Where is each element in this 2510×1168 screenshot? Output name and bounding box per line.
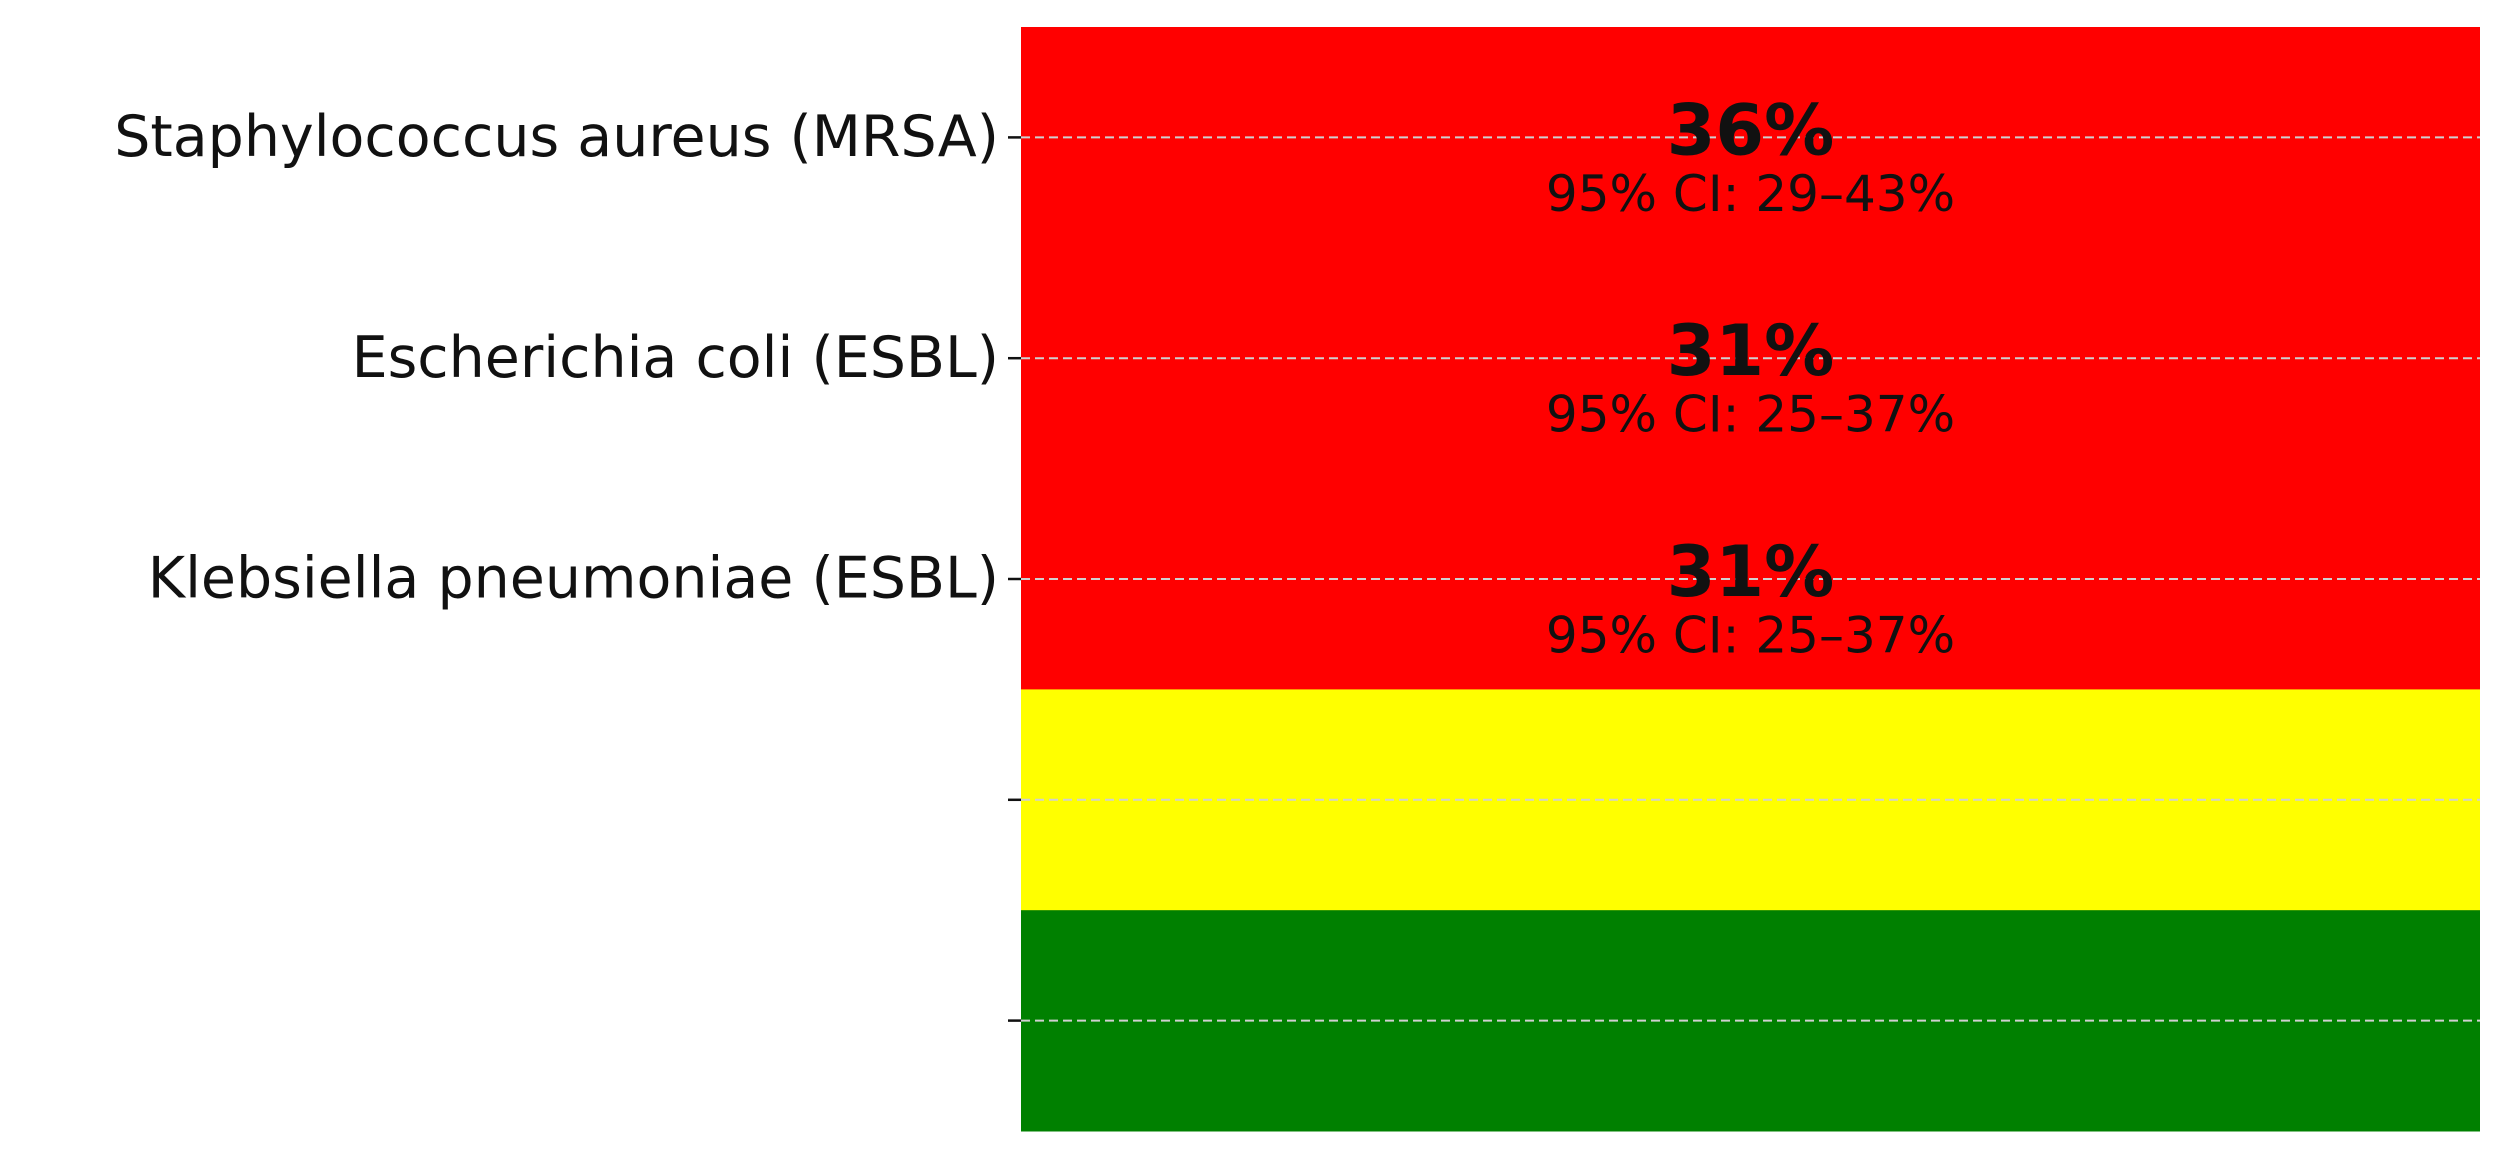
value-label: 31% — [1667, 310, 1835, 392]
y-tick-label: Staphylococcus aureus (MRSA) — [114, 104, 999, 170]
y-tick-label: Klebsiella pneumoniae (ESBL) — [148, 546, 999, 612]
y-tick-label: Escherichia coli (ESBL) — [352, 325, 999, 391]
ci-label: 95% CI: 29–43% — [1546, 165, 1955, 223]
ci-label: 95% CI: 25–37% — [1546, 607, 1955, 665]
value-label: 31% — [1667, 531, 1835, 613]
value-label: 36% — [1667, 89, 1835, 171]
ci-label: 95% CI: 25–37% — [1546, 386, 1955, 444]
